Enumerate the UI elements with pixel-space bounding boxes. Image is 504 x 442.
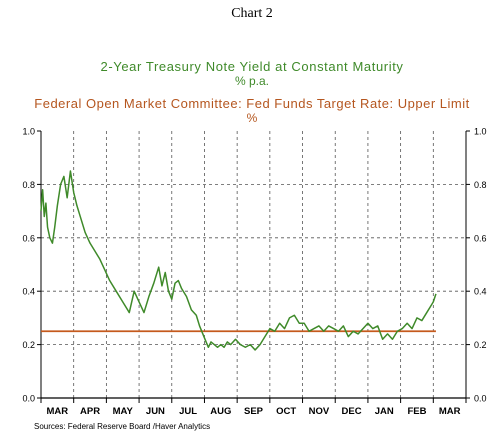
x-tick-label: MAR [47,406,69,417]
y-tick-label-left: 1.0 [22,127,35,137]
x-tick-label: JAN [375,406,394,417]
y-tick-label-right: 1.0 [474,127,487,137]
y-tick-label-left: 0.8 [22,180,35,190]
x-tick-label: OCT [276,406,296,417]
chart-number: Chart 2 [231,6,273,21]
x-tick-label: MAY [113,406,134,417]
fed-funds-series-title: Federal Open Market Committee: Fed Funds… [34,96,470,111]
sources-note: Sources: Federal Reserve Board /Haver An… [34,422,211,431]
x-tick-label: APR [80,406,100,417]
fed-funds-unit-label: % [246,111,258,125]
x-tick-label: JUL [179,406,197,417]
treasury-series-title: 2-Year Treasury Note Yield at Constant M… [100,59,404,74]
x-tick-label: JUN [146,406,165,417]
treasury-unit-label: % p.a. [234,74,270,88]
y-tick-label-left: 0.6 [22,233,35,243]
x-tick-label: DEC [342,406,362,417]
x-tick-label: NOV [309,406,330,417]
y-tick-label-right: 0.2 [474,340,487,350]
y-tick-label-right: 0.6 [474,233,487,243]
treasury-yield-line [40,170,437,351]
x-tick-label: AUG [210,406,231,417]
y-tick-label-right: 0.8 [474,180,487,190]
y-tick-label-left: 0.2 [22,340,35,350]
x-tick-label: MAR [439,406,461,417]
y-tick-label-left: 0.4 [22,287,35,297]
y-tick-label-right: 0.0 [474,394,487,404]
y-tick-label-left: 0.0 [22,394,35,404]
x-tick-label: SEP [244,406,264,417]
y-tick-label-right: 0.4 [474,287,487,297]
x-tick-label: FEB [407,406,426,417]
